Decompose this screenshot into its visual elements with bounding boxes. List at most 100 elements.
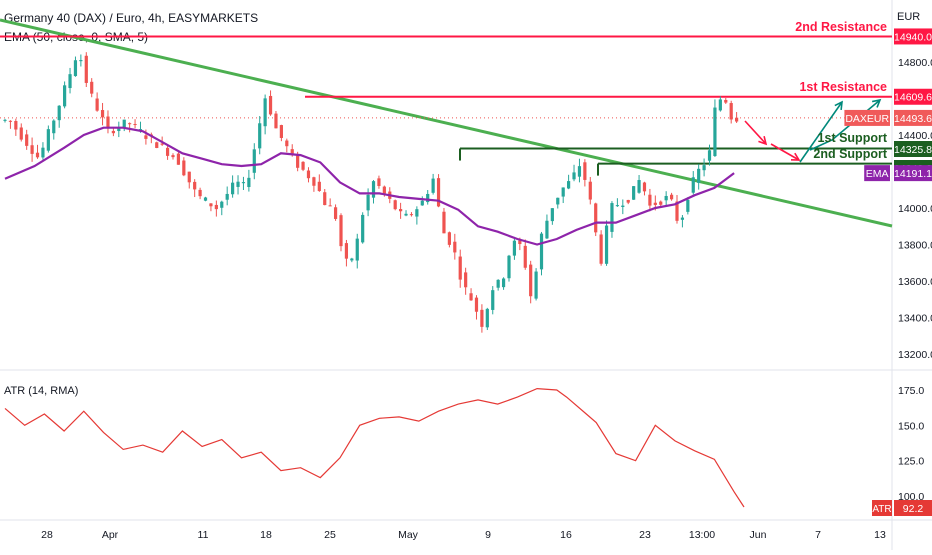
y-tick-label: 14800.0 bbox=[898, 57, 932, 69]
ema-line bbox=[4, 126, 735, 246]
candle-body bbox=[231, 182, 235, 195]
candle-body bbox=[599, 234, 603, 264]
price-tag-bg bbox=[894, 141, 932, 157]
candle-body bbox=[680, 217, 685, 220]
candle-body bbox=[3, 119, 7, 121]
candle-body bbox=[68, 74, 72, 89]
candle-body bbox=[203, 197, 208, 201]
candle-body bbox=[469, 293, 473, 301]
annotation-label: 2nd Support bbox=[813, 147, 887, 161]
x-tick-label: 18 bbox=[260, 529, 272, 541]
candle-body bbox=[106, 116, 110, 129]
candle-body bbox=[512, 240, 517, 256]
candle-body bbox=[431, 178, 435, 193]
candle-body bbox=[529, 264, 533, 297]
candle-body bbox=[561, 187, 565, 197]
candle-body bbox=[567, 181, 571, 189]
x-tick-label: 25 bbox=[324, 529, 336, 541]
candle-body bbox=[339, 215, 343, 247]
price-tag-bg bbox=[894, 165, 932, 182]
price-tag-value: 14493.6 bbox=[894, 113, 932, 125]
candle-body bbox=[610, 203, 614, 232]
candle-body bbox=[160, 143, 164, 145]
candle-body bbox=[361, 214, 365, 243]
candle-body bbox=[556, 197, 560, 205]
candle-body bbox=[90, 81, 94, 94]
price-tag-bg bbox=[894, 109, 932, 126]
atr-value-tag-bg bbox=[894, 500, 932, 516]
atr-y-tick-label: 125.0 bbox=[898, 456, 924, 468]
candle-body bbox=[333, 207, 338, 219]
candle-body bbox=[399, 209, 403, 212]
price-tag-bg bbox=[894, 88, 932, 105]
candle-body bbox=[382, 186, 386, 194]
candle-body bbox=[371, 181, 376, 198]
price-tag-name-bg bbox=[844, 109, 890, 126]
price-tag-value: 14940.0 bbox=[894, 31, 932, 43]
candle-body bbox=[198, 189, 202, 197]
candle-body bbox=[193, 181, 197, 190]
candle-body bbox=[550, 208, 554, 222]
candle-body bbox=[577, 166, 582, 177]
candle-body bbox=[46, 129, 50, 151]
candle-body bbox=[317, 181, 321, 191]
y-tick-label: 13200.0 bbox=[898, 349, 932, 361]
candle-body bbox=[669, 194, 674, 200]
candle-body bbox=[79, 60, 83, 62]
candle-body bbox=[155, 142, 159, 148]
price-tag-name: DAXEUR bbox=[845, 113, 889, 125]
candle-body bbox=[241, 182, 246, 184]
candle-body bbox=[686, 199, 690, 212]
candle-body bbox=[377, 178, 381, 187]
candle-body bbox=[691, 177, 695, 193]
candle-body bbox=[133, 124, 137, 126]
candle-body bbox=[171, 155, 175, 158]
candle-body bbox=[501, 278, 506, 288]
candle-body bbox=[534, 271, 538, 299]
candle-body bbox=[539, 233, 544, 270]
price-tag-value: 14325.8 bbox=[894, 144, 932, 156]
atr-y-tick-label: 150.0 bbox=[898, 420, 924, 432]
candle-body bbox=[57, 105, 61, 121]
candle-body bbox=[642, 182, 647, 192]
candle-body bbox=[474, 297, 479, 312]
projection-arrow-up-1 bbox=[799, 101, 843, 163]
candle-body bbox=[480, 309, 484, 327]
candle-body bbox=[128, 123, 132, 125]
candle-body bbox=[420, 200, 424, 206]
candle-body bbox=[285, 140, 289, 147]
atr-pane: 92.2 ATR bbox=[4, 387, 932, 516]
atr-value-tag: 92.2 bbox=[903, 503, 924, 515]
x-tick-label: 28 bbox=[41, 529, 53, 541]
candle-body bbox=[393, 200, 397, 210]
candle-body bbox=[588, 181, 592, 200]
y-tick-label: 14000.0 bbox=[898, 203, 932, 215]
candle-body bbox=[63, 85, 67, 107]
candle-body bbox=[485, 308, 489, 328]
candle-body bbox=[117, 127, 121, 132]
annotation-label: 1st Resistance bbox=[799, 80, 887, 94]
candle-body bbox=[247, 177, 251, 188]
candle-body bbox=[518, 240, 522, 245]
x-tick-label: May bbox=[398, 529, 419, 541]
candle-body bbox=[415, 209, 419, 217]
candle-body bbox=[323, 192, 327, 206]
currency-label: EUR bbox=[897, 11, 920, 23]
candle-body bbox=[491, 290, 495, 310]
candle-body bbox=[735, 117, 739, 122]
candle-body bbox=[713, 107, 717, 157]
candle-body bbox=[258, 123, 262, 149]
y-tick-label: 13800.0 bbox=[898, 240, 932, 252]
atr-name-tag-bg bbox=[872, 500, 892, 516]
candle-body bbox=[724, 99, 728, 103]
price-tag-name: EMA bbox=[866, 168, 889, 180]
candle-body bbox=[41, 147, 45, 158]
candle-body bbox=[84, 55, 88, 83]
price-tag-value: 14609.6 bbox=[894, 92, 932, 104]
candle-body bbox=[35, 152, 40, 158]
candle-body bbox=[8, 120, 13, 122]
candle-body bbox=[637, 180, 641, 193]
